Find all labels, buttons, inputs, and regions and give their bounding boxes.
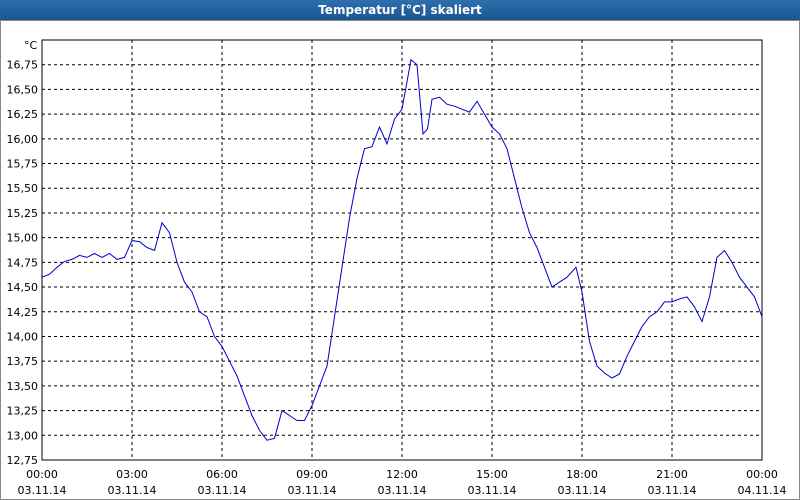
x-tick-label-line: 03.11.14 <box>198 484 247 497</box>
x-tick-label-line: 03.11.14 <box>558 484 607 497</box>
y-tick-label: 14,75 <box>7 256 39 269</box>
y-tick-label: 16,75 <box>7 59 39 72</box>
y-tick-label: 12,75 <box>7 454 39 467</box>
y-tick-label: 13,50 <box>7 380 39 393</box>
y-tick-label: 16,00 <box>7 133 39 146</box>
x-tick-label-line: 03.11.14 <box>108 484 157 497</box>
y-tick-label: 14,50 <box>7 281 39 294</box>
x-tick-label: 15:00 03.11.14 <box>468 468 517 497</box>
x-tick-label-line: 12:00 <box>386 468 418 481</box>
y-tick-label: 13,25 <box>7 405 39 418</box>
y-axis-unit: °C <box>24 39 38 52</box>
x-tick-label: 00:00 03.11.14 <box>18 468 67 497</box>
x-tick-label: 03:00 03.11.14 <box>108 468 157 497</box>
x-tick-label-line: 15:00 <box>476 468 508 481</box>
x-tick-label-line: 03.11.14 <box>468 484 517 497</box>
x-tick-label-line: 03.11.14 <box>18 484 67 497</box>
y-tick-label: 16,50 <box>7 83 39 96</box>
y-tick-label: 15,00 <box>7 232 39 245</box>
x-tick-label-line: 09:00 <box>296 468 328 481</box>
x-tick-label: 18:00 03.11.14 <box>558 468 607 497</box>
x-tick-label-line: 18:00 <box>566 468 598 481</box>
x-tick-label-line: 03.11.14 <box>648 484 697 497</box>
y-tick-label: 15,50 <box>7 182 39 195</box>
x-tick-label: 06:00 03.11.14 <box>198 468 247 497</box>
x-tick-label-line: 21:00 <box>656 468 688 481</box>
x-tick-label-line: 03.11.14 <box>288 484 337 497</box>
chart-title: Temperatur [°C] skaliert <box>318 3 482 17</box>
x-tick-label-line: 00:00 <box>746 468 778 481</box>
x-tick-label-line: 03.11.14 <box>378 484 427 497</box>
y-tick-label: 13,75 <box>7 355 39 368</box>
y-tick-label: 14,00 <box>7 330 39 343</box>
title-bar <box>0 0 800 20</box>
x-tick-label: 21:00 03.11.14 <box>648 468 697 497</box>
x-tick-label: 00:00 04.11.14 <box>738 468 787 497</box>
x-tick-label: 09:00 03.11.14 <box>288 468 337 497</box>
y-tick-label: 15,75 <box>7 158 39 171</box>
y-tick-label: 16,25 <box>7 108 39 121</box>
data-line <box>41 58 763 441</box>
x-tick-label-line: 00:00 <box>26 468 58 481</box>
x-tick-label-line: 06:00 <box>206 468 238 481</box>
x-tick-label-line: 04.11.14 <box>738 484 787 497</box>
plot-border <box>41 39 763 461</box>
x-tick-label: 12:00 03.11.14 <box>378 468 427 497</box>
y-tick-label: 13,00 <box>7 429 39 442</box>
y-tick-label: 14,25 <box>7 306 39 319</box>
x-tick-label-line: 03:00 <box>116 468 148 481</box>
y-tick-label: 15,25 <box>7 207 39 220</box>
